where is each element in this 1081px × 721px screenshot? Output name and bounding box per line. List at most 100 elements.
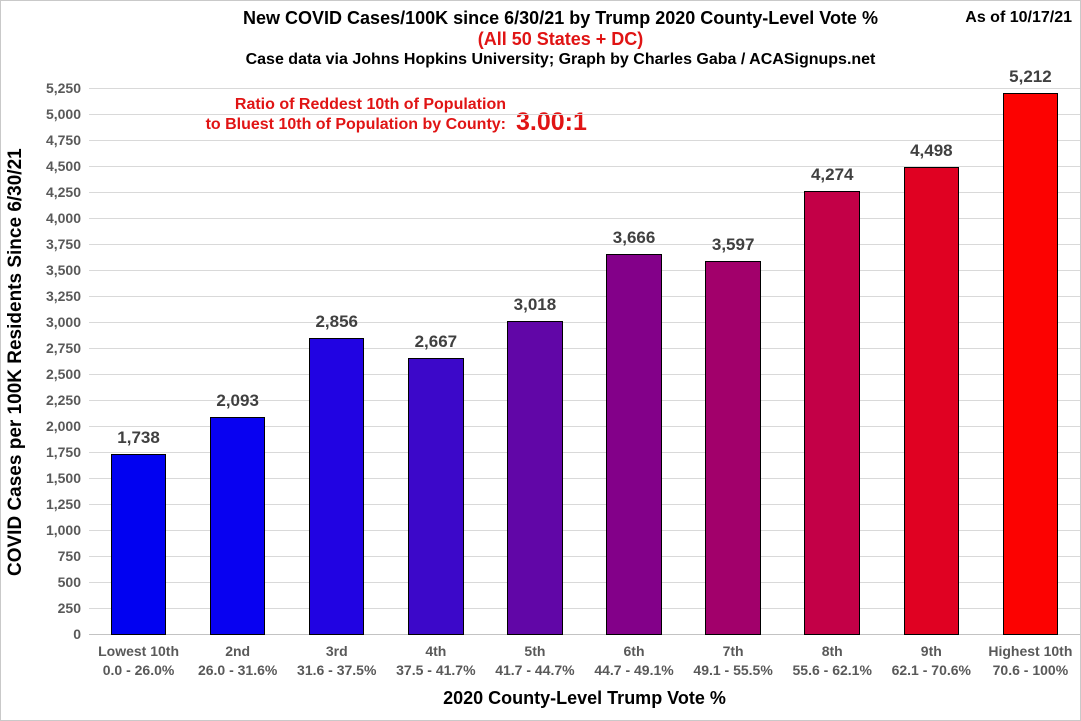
gridline bbox=[89, 244, 1080, 245]
x-category-name: 5th bbox=[524, 643, 546, 659]
gridline bbox=[89, 218, 1080, 219]
x-category-name: 7th bbox=[722, 643, 744, 659]
x-category-name: 3rd bbox=[325, 643, 348, 659]
gridline bbox=[89, 374, 1080, 375]
x-category-label: Lowest 10th 0.0 - 26.0% bbox=[89, 642, 188, 680]
x-category-range: 55.6 - 62.1% bbox=[792, 662, 872, 678]
y-tick-label: 1,750 bbox=[45, 444, 81, 460]
bar bbox=[308, 337, 365, 635]
bar bbox=[804, 190, 860, 635]
x-category-range: 0.0 - 26.0% bbox=[102, 662, 175, 678]
gridline bbox=[89, 452, 1080, 453]
gridline bbox=[89, 504, 1080, 505]
gridline bbox=[89, 322, 1080, 323]
y-tick-label: 0 bbox=[73, 626, 81, 642]
bar-column-5: 3,018 bbox=[485, 89, 584, 635]
x-category-label: 8th 55.6 - 62.1% bbox=[783, 642, 882, 680]
x-category-label: Highest 10th 70.6 - 100% bbox=[981, 642, 1080, 680]
bar-column-3: 2,856 bbox=[287, 89, 386, 635]
x-category-name: 4th bbox=[425, 643, 447, 659]
bar-column-8: 4,274 bbox=[783, 89, 882, 635]
bar-column-1: 1,738 bbox=[89, 89, 188, 635]
x-category-label: 4th 37.5 - 41.7% bbox=[386, 642, 485, 680]
x-axis-labels: Lowest 10th 0.0 - 26.0% 2nd 26.0 - 31.6% 3rd… bbox=[89, 642, 1080, 680]
ratio-annotation-line2: to Bluest 10th of Population by County: bbox=[205, 116, 506, 133]
y-tick-label: 5,000 bbox=[45, 106, 81, 122]
x-category-range: 62.1 - 70.6% bbox=[891, 662, 971, 678]
y-tick-label: 3,500 bbox=[45, 262, 81, 278]
x-category-label: 9th 62.1 - 70.6% bbox=[882, 642, 981, 680]
x-axis-title: 2020 County-Level Trump Vote % bbox=[443, 688, 726, 708]
gridline bbox=[89, 426, 1080, 427]
y-tick-label: 1,500 bbox=[45, 470, 81, 486]
chart-title: New COVID Cases/100K since 6/30/21 by Tr… bbox=[243, 8, 878, 28]
gridline bbox=[89, 88, 1080, 89]
x-category-range: 31.6 - 37.5% bbox=[297, 662, 377, 678]
bar-column-9: 4,498 bbox=[882, 89, 981, 635]
x-category-range: 49.1 - 55.5% bbox=[693, 662, 773, 678]
x-category-range: 44.7 - 49.1% bbox=[594, 662, 674, 678]
bar bbox=[606, 253, 662, 635]
gridline bbox=[89, 556, 1080, 557]
x-category-label: 6th 44.7 - 49.1% bbox=[584, 642, 683, 680]
bar-value-label: 2,856 bbox=[315, 311, 358, 331]
chart-subtitle: (All 50 States + DC) bbox=[477, 29, 644, 49]
bar-column-2: 2,093 bbox=[188, 89, 287, 635]
bar bbox=[408, 357, 464, 635]
gridline bbox=[89, 348, 1080, 349]
bar-value-label: 3,597 bbox=[711, 234, 755, 254]
bar-value-label: 2,667 bbox=[414, 331, 458, 351]
bar-value-label: 2,093 bbox=[216, 391, 259, 411]
x-category-label: 7th 49.1 - 55.5% bbox=[684, 642, 783, 680]
x-category-name: 8th bbox=[821, 643, 843, 659]
gridline bbox=[89, 530, 1080, 531]
chart-credit: Case data via Johns Hopkins University; … bbox=[245, 51, 876, 68]
gridline bbox=[89, 478, 1080, 479]
bar bbox=[507, 321, 563, 635]
y-tick-label: 1,250 bbox=[45, 496, 81, 512]
x-category-label: 5th 41.7 - 44.7% bbox=[485, 642, 584, 680]
bar bbox=[209, 417, 266, 635]
bar bbox=[705, 260, 761, 635]
y-tick-label: 4,250 bbox=[45, 184, 81, 200]
y-tick-label: 2,250 bbox=[45, 392, 81, 408]
bar-value-label: 4,274 bbox=[810, 164, 854, 184]
y-tick-label: 3,000 bbox=[45, 314, 81, 330]
chart-header: New COVID Cases/100K since 6/30/21 by Tr… bbox=[41, 7, 1080, 70]
y-tick-label: 250 bbox=[57, 600, 81, 616]
gridline bbox=[89, 582, 1080, 583]
ratio-value: 3.00:1 bbox=[516, 108, 587, 136]
y-tick-label: 4,750 bbox=[45, 132, 81, 148]
bar-value-label: 5,212 bbox=[1009, 66, 1052, 86]
x-category-range: 41.7 - 44.7% bbox=[495, 662, 575, 678]
gridline bbox=[89, 270, 1080, 271]
ratio-annotation-line1: Ratio of Reddest 10th of Population bbox=[234, 96, 506, 113]
bar-value-label: 3,666 bbox=[612, 227, 656, 247]
bar-column-6: 3,666 bbox=[585, 89, 684, 635]
bar-column-7: 3,597 bbox=[684, 89, 783, 635]
x-axis-line bbox=[89, 634, 1080, 635]
gridline bbox=[89, 400, 1080, 401]
y-tick-label: 1,000 bbox=[45, 522, 81, 538]
x-category-name: Highest 10th bbox=[988, 643, 1073, 659]
y-tick-label: 3,250 bbox=[45, 288, 81, 304]
y-tick-label: 2,500 bbox=[45, 366, 81, 382]
ratio-annotation: Ratio of Reddest 10th of Population to B… bbox=[106, 95, 587, 135]
gridline bbox=[89, 608, 1080, 609]
x-category-name: 9th bbox=[920, 643, 942, 659]
as-of-date: As of 10/17/21 bbox=[965, 9, 1072, 26]
gridline bbox=[89, 140, 1080, 141]
plot-area: 1,738 2,093 2,856 2,667 3,018 3,666 3,597 4,274… bbox=[89, 67, 1080, 635]
bar-value-label: 4,498 bbox=[910, 141, 953, 161]
x-category-range: 26.0 - 31.6% bbox=[197, 662, 278, 678]
gridline bbox=[89, 192, 1080, 194]
bar-column-4: 2,667 bbox=[386, 89, 485, 635]
gridline bbox=[89, 296, 1080, 297]
y-tick-label: 5,250 bbox=[45, 80, 81, 96]
y-tick-label: 3,750 bbox=[45, 236, 81, 252]
bar-value-label: 3,018 bbox=[513, 295, 557, 315]
y-tick-label: 2,000 bbox=[45, 418, 81, 434]
x-category-label: 3rd 31.6 - 37.5% bbox=[287, 642, 386, 680]
gridline bbox=[89, 114, 1080, 115]
